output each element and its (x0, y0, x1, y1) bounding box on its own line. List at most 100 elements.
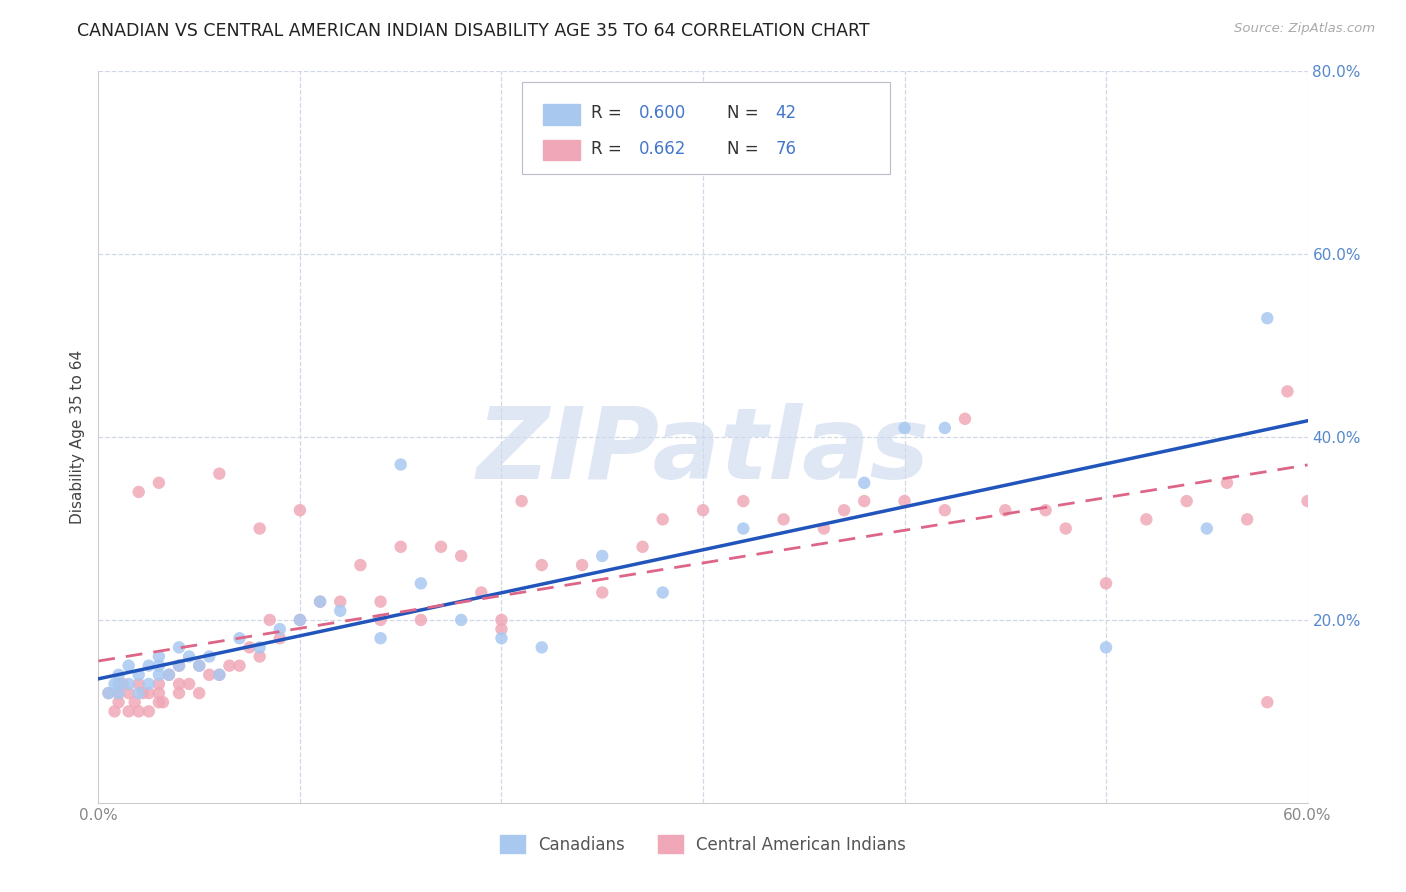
Point (450, 549, 472, 563)
Point (148, 695, 170, 709)
Point (1095, 640, 1118, 655)
Point (148, 649, 170, 664)
Text: Source: ZipAtlas.com: Source: ZipAtlas.com (1234, 22, 1375, 36)
Point (124, 695, 146, 709)
Point (148, 658, 170, 673)
Point (631, 540, 654, 554)
Point (118, 705, 141, 719)
Point (1256, 695, 1278, 709)
Text: ZIPatlas: ZIPatlas (477, 403, 929, 500)
Point (1135, 512, 1157, 526)
Point (198, 667, 221, 681)
Point (249, 521, 271, 535)
Point (118, 677, 141, 691)
Point (228, 658, 250, 673)
Point (853, 494, 876, 508)
Point (1216, 475, 1239, 490)
Point (138, 677, 160, 691)
Point (148, 667, 170, 681)
Point (430, 540, 453, 554)
Point (239, 640, 262, 655)
Point (309, 594, 332, 608)
Point (107, 667, 129, 681)
Bar (543, 104, 579, 125)
Point (934, 503, 956, 517)
Text: 42: 42 (776, 104, 797, 122)
Point (107, 677, 129, 691)
Point (692, 503, 714, 517)
Point (772, 512, 794, 526)
Point (249, 649, 271, 664)
Point (167, 658, 190, 673)
Point (733, 494, 755, 508)
Text: R =: R = (591, 104, 627, 122)
Point (259, 613, 281, 627)
Point (1175, 494, 1198, 508)
Point (228, 632, 250, 646)
Point (97, 686, 120, 700)
Point (491, 632, 513, 646)
Point (1277, 384, 1299, 399)
Point (188, 658, 211, 673)
Point (103, 705, 125, 719)
Point (953, 412, 976, 426)
Point (179, 649, 201, 664)
Point (1256, 311, 1278, 326)
Point (288, 613, 311, 627)
Point (1054, 521, 1077, 535)
Point (269, 632, 291, 646)
Point (103, 677, 125, 691)
Point (491, 622, 513, 636)
Point (893, 494, 915, 508)
Point (249, 640, 271, 655)
Point (510, 494, 533, 508)
Point (208, 667, 231, 681)
Point (329, 594, 352, 608)
Point (118, 658, 141, 673)
Point (450, 613, 472, 627)
Point (651, 512, 673, 526)
Point (148, 677, 170, 691)
Point (107, 686, 129, 700)
Point (152, 695, 174, 709)
Text: 0.600: 0.600 (638, 104, 686, 122)
Point (853, 475, 876, 490)
Point (370, 594, 392, 608)
Point (733, 521, 755, 535)
Point (107, 686, 129, 700)
Point (128, 705, 150, 719)
Point (491, 613, 513, 627)
Point (893, 421, 915, 435)
Point (530, 640, 553, 655)
Point (97, 686, 120, 700)
Point (370, 613, 392, 627)
Legend: Canadians, Central American Indians: Canadians, Central American Indians (494, 829, 912, 860)
Point (1035, 503, 1057, 517)
Point (198, 649, 221, 664)
Point (111, 677, 134, 691)
Point (591, 585, 613, 599)
Point (288, 503, 311, 517)
Text: R =: R = (591, 140, 627, 158)
Point (1236, 512, 1258, 526)
Bar (543, 139, 579, 160)
Point (349, 558, 371, 573)
Point (179, 677, 201, 691)
Point (813, 521, 835, 535)
Text: N =: N = (727, 140, 763, 158)
Text: N =: N = (727, 104, 763, 122)
Point (118, 686, 141, 700)
Point (188, 658, 211, 673)
Point (571, 558, 593, 573)
Point (167, 677, 190, 691)
Point (409, 613, 432, 627)
Point (138, 658, 160, 673)
Point (832, 503, 855, 517)
Point (329, 604, 352, 618)
Text: CANADIAN VS CENTRAL AMERICAN INDIAN DISABILITY AGE 35 TO 64 CORRELATION CHART: CANADIAN VS CENTRAL AMERICAN INDIAN DISA… (77, 22, 870, 40)
Point (148, 475, 170, 490)
Point (309, 594, 332, 608)
Point (128, 485, 150, 500)
Point (107, 695, 129, 709)
Point (218, 658, 240, 673)
